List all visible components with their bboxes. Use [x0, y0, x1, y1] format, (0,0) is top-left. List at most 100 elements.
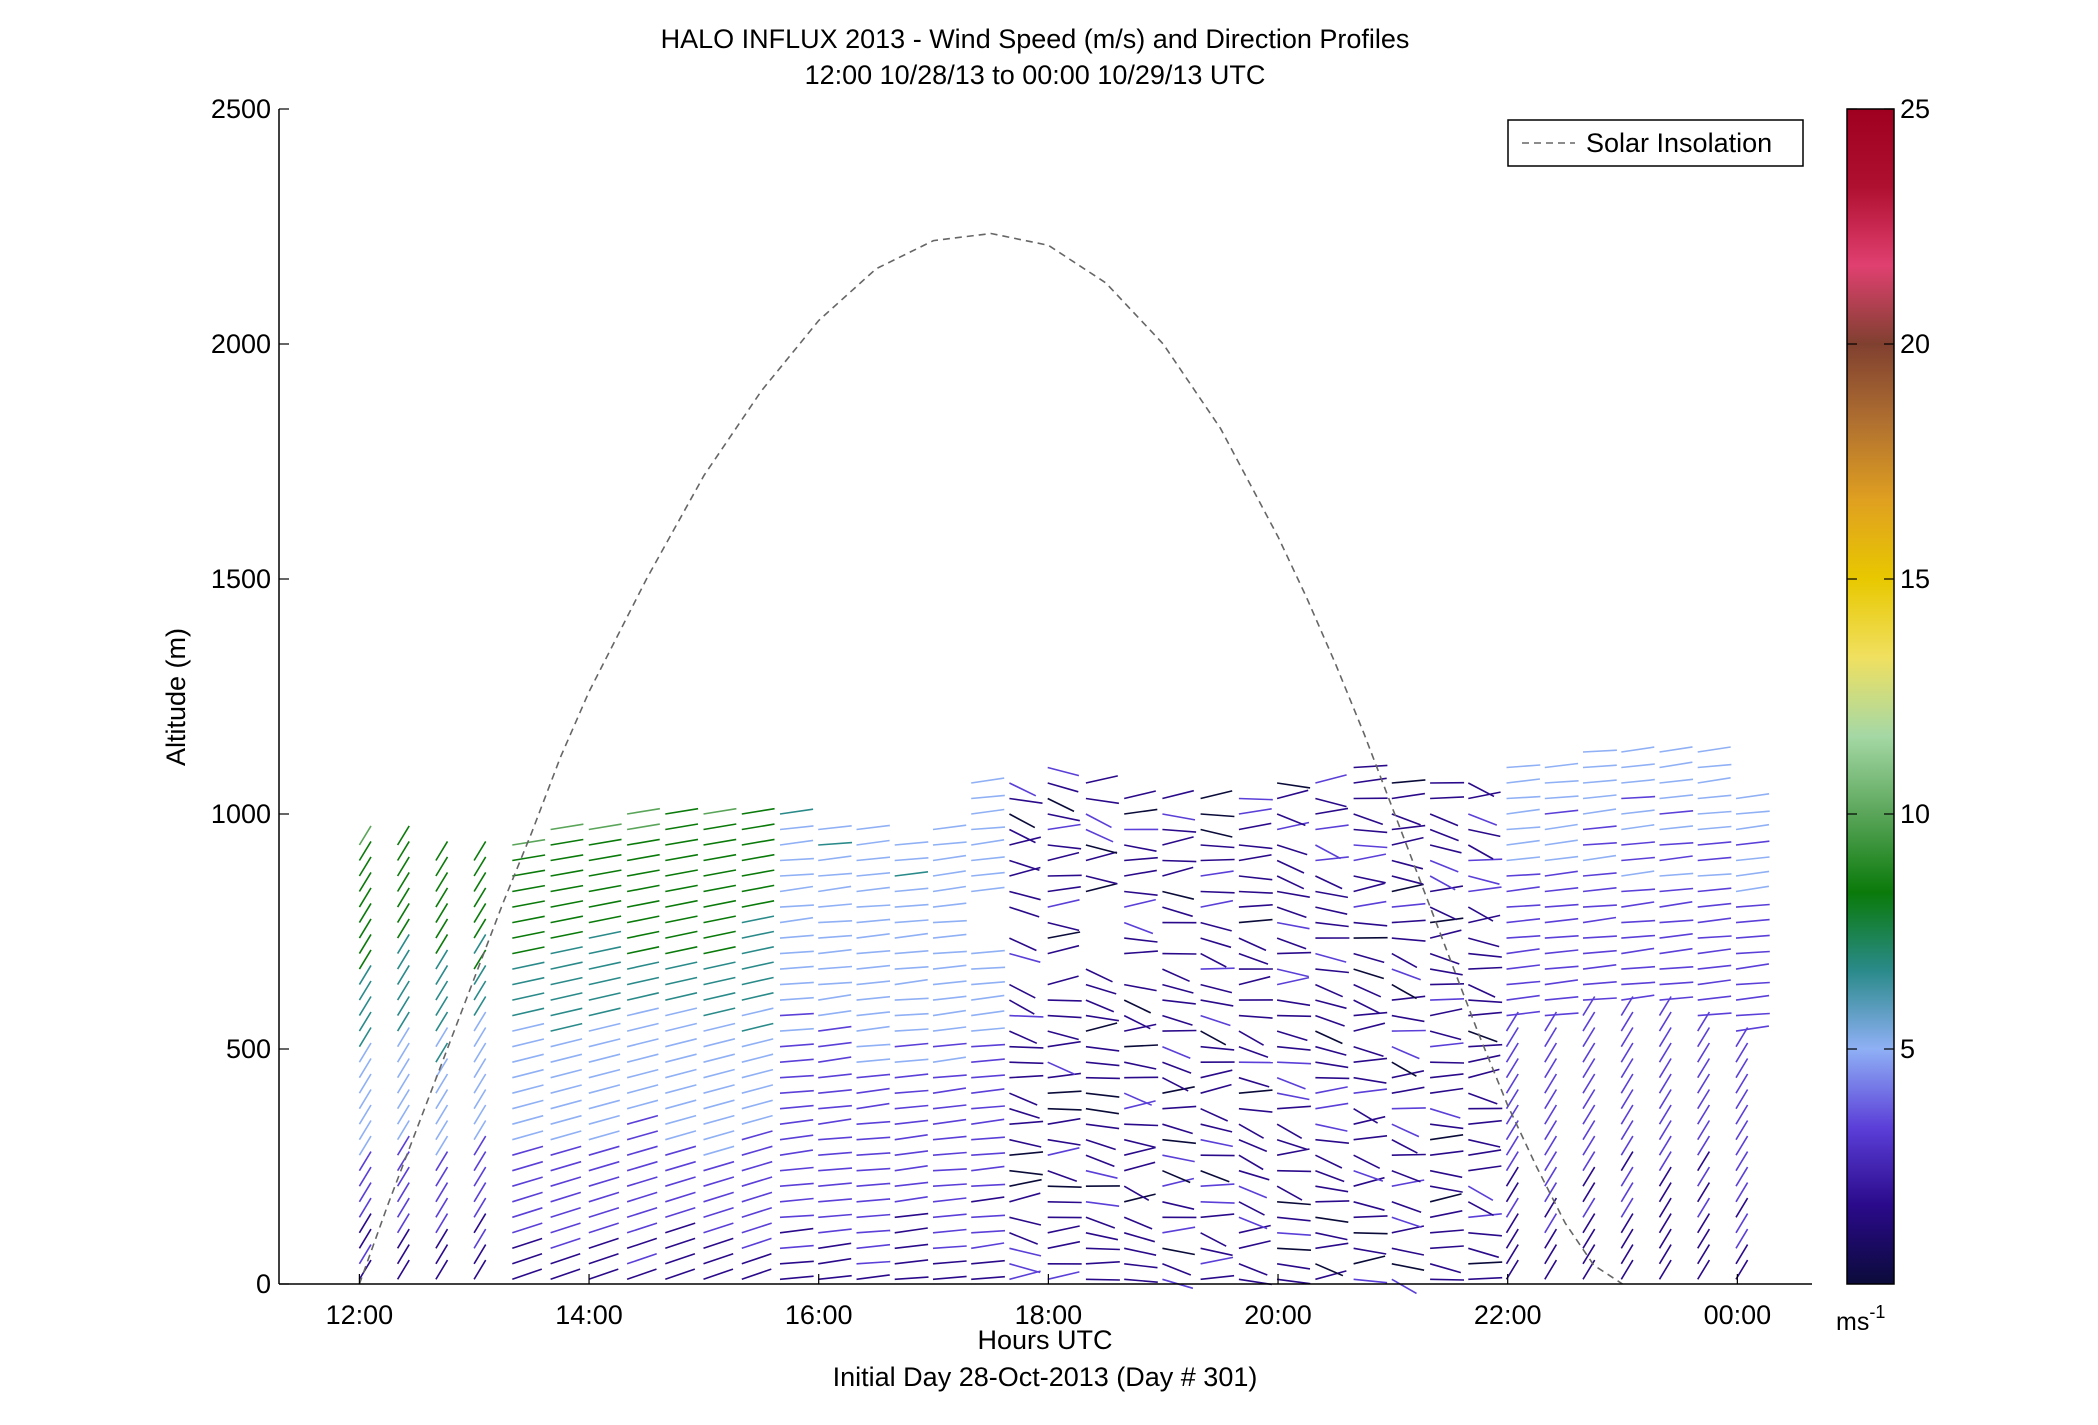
wind-barb	[473, 1089, 487, 1110]
wind-barb	[1238, 918, 1273, 924]
wind-barb	[1200, 1030, 1227, 1046]
wind-barb	[396, 902, 410, 924]
wind-barb	[1124, 950, 1158, 955]
wind-barb	[894, 1227, 928, 1234]
wind-barb	[1582, 1151, 1596, 1172]
wind-barb	[1085, 882, 1118, 893]
wind-barb	[932, 870, 966, 877]
wind-barb	[1162, 1029, 1197, 1032]
wind-barb	[1697, 873, 1732, 877]
wind-barb	[396, 871, 410, 892]
colorbar-tick-label: 20	[1900, 329, 1930, 359]
wind-barb	[1315, 807, 1349, 815]
wind-barb	[1697, 1182, 1711, 1203]
wind-barb	[741, 1253, 772, 1265]
wind-barb	[856, 1120, 891, 1125]
wind-barb	[1047, 1040, 1081, 1048]
wind-barb	[1162, 859, 1197, 863]
wind-barb	[435, 1058, 449, 1079]
wind-barb	[1620, 1213, 1634, 1234]
wind-barb	[1505, 1244, 1519, 1265]
wind-barb	[1697, 887, 1732, 893]
wind-barb	[1468, 1054, 1501, 1063]
wind-barb	[1238, 890, 1273, 894]
wind-barb	[1391, 1153, 1426, 1156]
wind-barb	[1429, 1134, 1464, 1141]
wind-barb	[1582, 1058, 1596, 1079]
wind-barb	[1315, 1270, 1347, 1281]
wind-barb	[435, 856, 449, 877]
wind-barb	[1276, 782, 1311, 789]
wind-barb	[473, 1027, 487, 1048]
wind-barb	[550, 1253, 581, 1265]
wind-barb	[512, 1068, 544, 1079]
wind-barb	[435, 1135, 449, 1156]
wind-barb	[1621, 888, 1656, 893]
wind-barb	[1621, 934, 1656, 939]
wind-barb	[703, 976, 736, 986]
wind-barb	[818, 1104, 852, 1110]
wind-barb	[1430, 1150, 1464, 1156]
wind-barb	[1658, 1182, 1672, 1203]
wind-barb	[856, 1136, 891, 1141]
x-ticks: 12:00 14:00 16:00 18:00 20:00 22:00 00:00	[326, 1274, 1771, 1330]
wind-barb	[856, 950, 891, 955]
wind-barb	[1544, 1228, 1558, 1249]
x-axis-label: Hours UTC	[977, 1325, 1112, 1355]
colorbar: 5 10 15 20 25 ms-1	[1836, 94, 1930, 1336]
wind-barb	[971, 871, 1005, 877]
wind-barb	[971, 949, 1005, 955]
wind-barb	[626, 1253, 657, 1265]
wind-barb	[473, 980, 487, 1001]
wind-barb	[665, 1007, 698, 1017]
wind-barb	[1353, 1011, 1388, 1017]
wind-barb	[818, 1136, 853, 1141]
wind-barb	[1238, 1185, 1268, 1199]
wind-barb	[1238, 1014, 1273, 1019]
wind-barb	[932, 841, 967, 846]
wind-barb	[1085, 1169, 1118, 1179]
wind-barb	[550, 1206, 581, 1219]
wind-barb	[1735, 870, 1770, 877]
wind-barb	[971, 856, 1005, 862]
wind-barb	[1735, 1104, 1749, 1125]
wind-barb	[588, 838, 622, 846]
wind-barb	[1276, 1148, 1310, 1156]
wind-barb	[626, 1145, 658, 1156]
wind-barb	[779, 873, 814, 877]
y-tick-label: 0	[256, 1269, 271, 1299]
wind-barb	[1697, 1244, 1711, 1265]
wind-barb	[1238, 1123, 1264, 1139]
wind-barb	[1238, 797, 1273, 801]
wind-barb	[550, 1176, 582, 1187]
wind-barb	[1009, 813, 1036, 829]
wind-barb	[588, 961, 621, 970]
wind-barb	[1544, 903, 1579, 908]
wind-barb	[1544, 979, 1579, 986]
wind-barb	[894, 919, 929, 924]
wind-barb	[512, 1084, 544, 1094]
wind-barb	[1200, 1232, 1227, 1247]
wind-barb	[1047, 1240, 1081, 1250]
wind-barb	[626, 1191, 658, 1203]
wind-barb	[588, 900, 622, 908]
wind-barb	[703, 1253, 734, 1265]
wind-barb	[473, 1058, 487, 1079]
wind-barb	[1468, 1092, 1498, 1105]
wind-barb	[396, 1104, 410, 1125]
wind-barb	[1085, 1076, 1120, 1080]
wind-barb	[1582, 981, 1617, 986]
wind-barb	[1468, 813, 1498, 826]
wind-barb	[473, 1073, 487, 1094]
wind-barb	[779, 1197, 814, 1203]
wind-barb	[856, 839, 890, 846]
wind-barb	[1621, 778, 1655, 784]
wind-barb	[626, 961, 660, 970]
wind-barb	[1468, 1247, 1500, 1259]
wind-barb	[665, 1084, 697, 1094]
wind-barb	[1009, 859, 1040, 871]
wind-barb	[396, 825, 410, 846]
wind-barb	[473, 1104, 487, 1125]
wind-barb	[435, 1027, 449, 1048]
wind-barb	[1047, 1169, 1078, 1183]
